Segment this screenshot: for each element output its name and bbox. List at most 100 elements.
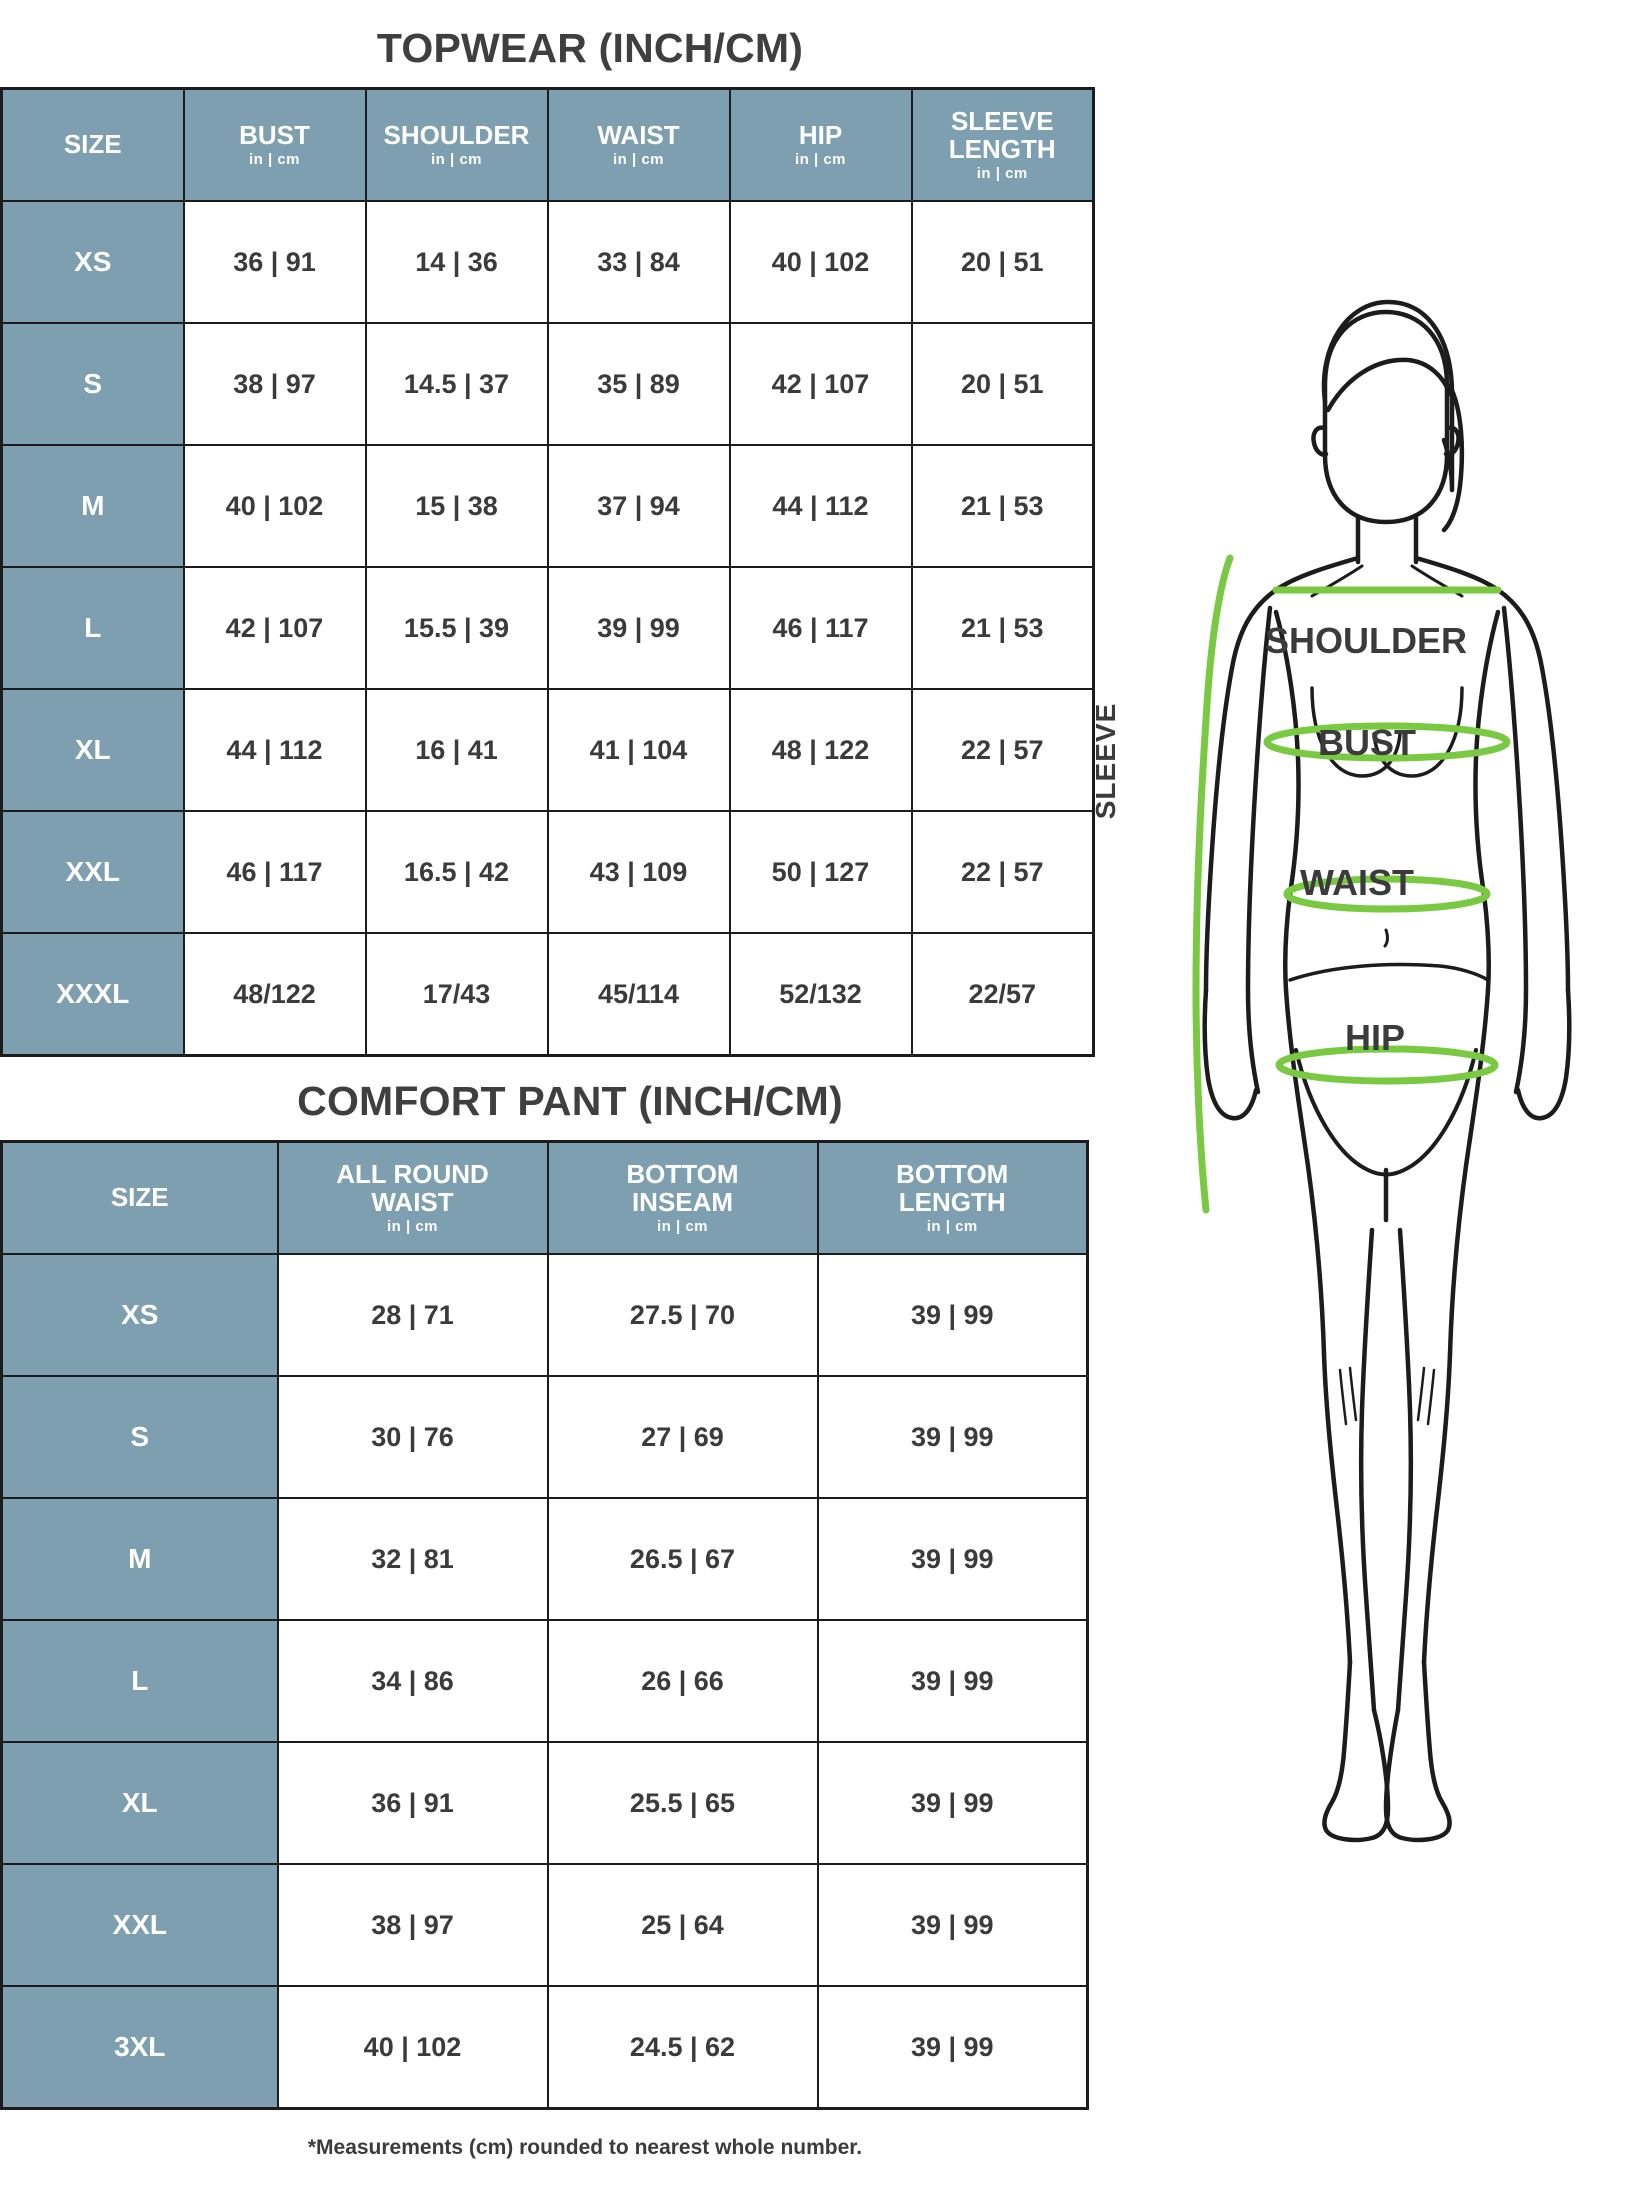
topwear-xl-waist: 41 | 104 <box>546 688 731 812</box>
topwear-s-hip: 42 | 107 <box>728 322 913 446</box>
pant-col-bottom-length-unit: in | cm <box>926 1218 978 1236</box>
pant-col-all-round-waist-line2: WAIST <box>371 1186 454 1217</box>
topwear-m-hip: 44 | 112 <box>728 444 913 568</box>
pant-3xl-waist: 40 | 102 <box>276 1985 549 2110</box>
pant-m-length: 39 | 99 <box>816 1497 1089 1621</box>
pant-size-xs: XS <box>0 1253 279 1377</box>
table-row: S 38 | 97 14.5 | 37 35 | 89 42 | 107 20 … <box>0 322 1095 446</box>
pant-m-inseam: 26.5 | 67 <box>546 1497 819 1621</box>
topwear-xl-sleeve: 22 | 57 <box>910 688 1095 812</box>
topwear-title: TOPWEAR (INCH/CM) <box>376 25 804 71</box>
pant-m-waist: 32 | 81 <box>276 1497 549 1621</box>
topwear-l-sleeve: 21 | 53 <box>910 566 1095 690</box>
pant-col-bottom-inseam-line1: BOTTOM <box>626 1159 739 1189</box>
topwear-xxxl-sleeve: 22/57 <box>910 932 1095 1057</box>
tables-column: TOPWEAR (INCH/CM) SIZE BUST in | cm SHOU… <box>0 25 1095 2159</box>
pant-col-all-round-waist-line1: ALL ROUND <box>336 1159 489 1189</box>
pant-col-bottom-length-line1: BOTTOM <box>896 1159 1009 1189</box>
topwear-table: SIZE BUST in | cm SHOULDER in | cm WAIST… <box>0 87 1095 1057</box>
topwear-size-xxl: XXL <box>0 810 185 934</box>
topwear-xxxl-bust: 48/122 <box>182 932 367 1057</box>
pant-xl-waist: 36 | 91 <box>276 1741 549 1865</box>
pant-col-bottom-inseam-unit: in | cm <box>656 1218 709 1236</box>
pant-size-l: L <box>0 1619 279 1743</box>
table-row: XL 36 | 91 25.5 | 65 39 | 99 <box>0 1741 1089 1865</box>
table-row: XS 28 | 71 27.5 | 70 39 | 99 <box>0 1253 1089 1377</box>
pant-header-row: SIZE ALL ROUND WAIST in | cm BOTTOM INSE… <box>0 1140 1089 1255</box>
topwear-col-shoulder-label: SHOULDER <box>383 119 530 150</box>
topwear-xxxl-shoulder: 17/43 <box>364 932 549 1057</box>
topwear-col-sleeve-length-unit: in | cm <box>976 165 1028 183</box>
topwear-m-bust: 40 | 102 <box>182 444 367 568</box>
pant-size-s: S <box>0 1375 279 1499</box>
topwear-header-row: SIZE BUST in | cm SHOULDER in | cm WAIST… <box>0 87 1095 202</box>
topwear-xs-shoulder: 14 | 36 <box>364 200 549 324</box>
table-row: 3XL 40 | 102 24.5 | 62 39 | 99 <box>0 1985 1089 2110</box>
table-row: S 30 | 76 27 | 69 39 | 99 <box>0 1375 1089 1499</box>
topwear-size-xs: XS <box>0 200 185 324</box>
topwear-col-waist-unit: in | cm <box>612 151 665 169</box>
topwear-size-s: S <box>0 322 185 446</box>
topwear-col-size-label: SIZE <box>63 129 122 160</box>
topwear-col-bust-unit: in | cm <box>248 151 301 169</box>
pant-size-xxl: XXL <box>0 1863 279 1987</box>
topwear-s-waist: 35 | 89 <box>546 322 731 446</box>
topwear-col-sleeve-length: SLEEVE LENGTH in | cm <box>910 87 1095 202</box>
table-row: XXXL 48/122 17/43 45/114 52/132 22/57 <box>0 932 1095 1057</box>
pant-col-all-round-waist-unit: in | cm <box>386 1218 439 1236</box>
comfort-pant-title: COMFORT PANT (INCH/CM) <box>297 1078 843 1124</box>
topwear-size-l: L <box>0 566 185 690</box>
figure-label-hip: HIP <box>1345 1017 1406 1058</box>
topwear-l-hip: 46 | 117 <box>728 566 913 690</box>
topwear-xxxl-waist: 45/114 <box>546 932 731 1057</box>
topwear-col-waist-label: WAIST <box>597 119 680 150</box>
topwear-xs-waist: 33 | 84 <box>546 200 731 324</box>
table-row: M 32 | 81 26.5 | 67 39 | 99 <box>0 1497 1089 1621</box>
topwear-col-hip: HIP in | cm <box>728 87 913 202</box>
female-body-outline-icon <box>1192 299 1572 1843</box>
table-row: M 40 | 102 15 | 38 37 | 94 44 | 112 21 |… <box>0 444 1095 568</box>
table-row: XXL 38 | 97 25 | 64 39 | 99 <box>0 1863 1089 1987</box>
topwear-xl-shoulder: 16 | 41 <box>364 688 549 812</box>
figure-label-sleeve: SLEEVE <box>1090 702 1122 820</box>
comfort-pant-table: SIZE ALL ROUND WAIST in | cm BOTTOM INSE… <box>0 1140 1089 2110</box>
topwear-xl-hip: 48 | 122 <box>728 688 913 812</box>
pant-col-bottom-inseam-line2: INSEAM <box>631 1186 734 1217</box>
topwear-s-sleeve: 20 | 51 <box>910 322 1095 446</box>
topwear-col-shoulder-unit: in | cm <box>430 151 483 169</box>
measurements-footnote: *Measurements (cm) rounded to nearest wh… <box>307 2136 863 2159</box>
pant-xxl-waist: 38 | 97 <box>276 1863 549 1987</box>
sleeve-measure-line <box>1192 554 1234 1214</box>
figure-label-waist: WAIST <box>1300 862 1414 903</box>
topwear-m-shoulder: 15 | 38 <box>364 444 549 568</box>
topwear-l-shoulder: 15.5 | 39 <box>364 566 549 690</box>
pant-l-inseam: 26 | 66 <box>546 1619 819 1743</box>
pant-3xl-length: 39 | 99 <box>816 1985 1089 2110</box>
waist-measure-line <box>1283 875 1491 913</box>
pant-3xl-inseam: 24.5 | 62 <box>546 1985 819 2110</box>
topwear-col-waist: WAIST in | cm <box>546 87 731 202</box>
table-row: XS 36 | 91 14 | 36 33 | 84 40 | 102 20 |… <box>0 200 1095 324</box>
topwear-size-xxxl: XXXL <box>0 932 185 1057</box>
table-row: XXL 46 | 117 16.5 | 42 43 | 109 50 | 127… <box>0 810 1095 934</box>
bust-measure-line <box>1263 722 1511 762</box>
topwear-xxl-sleeve: 22 | 57 <box>910 810 1095 934</box>
topwear-xxl-bust: 46 | 117 <box>182 810 367 934</box>
topwear-s-shoulder: 14.5 | 37 <box>364 322 549 446</box>
topwear-xs-sleeve: 20 | 51 <box>910 200 1095 324</box>
topwear-s-bust: 38 | 97 <box>182 322 367 446</box>
topwear-col-bust: BUST in | cm <box>182 87 367 202</box>
topwear-xs-hip: 40 | 102 <box>728 200 913 324</box>
topwear-col-size: SIZE <box>0 87 185 202</box>
topwear-size-xl: XL <box>0 688 185 812</box>
hip-measure-line <box>1275 1045 1499 1085</box>
topwear-col-hip-unit: in | cm <box>794 151 847 169</box>
pant-xxl-inseam: 25 | 64 <box>546 1863 819 1987</box>
pant-col-bottom-length: BOTTOM LENGTH in | cm <box>816 1140 1089 1255</box>
pant-s-inseam: 27 | 69 <box>546 1375 819 1499</box>
figure-label-shoulder: SHOULDER <box>1265 620 1468 661</box>
topwear-col-shoulder: SHOULDER in | cm <box>364 87 549 202</box>
topwear-m-waist: 37 | 94 <box>546 444 731 568</box>
topwear-col-bust-label: BUST <box>239 119 310 150</box>
